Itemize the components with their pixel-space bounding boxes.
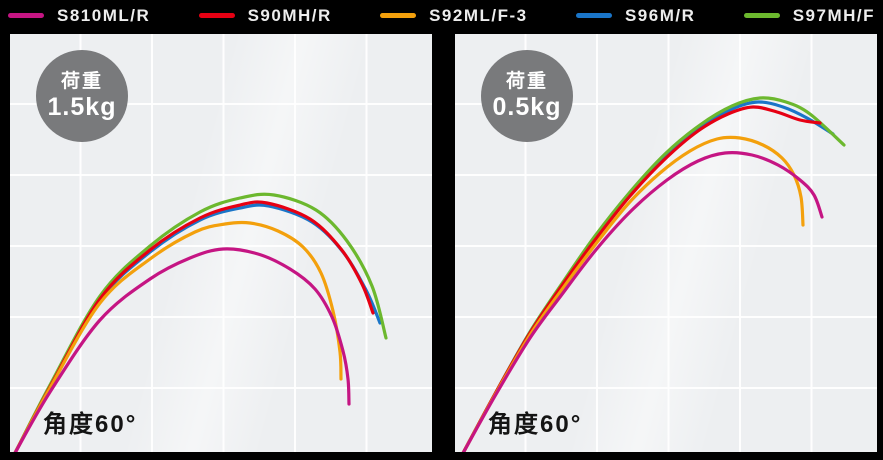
curve-s810ml-r <box>13 247 351 452</box>
legend-item-s97mh-f: S97MH/F <box>743 5 875 26</box>
legend-label: S810ML/R <box>57 5 151 25</box>
legend-label: S92ML/F-3 <box>429 5 528 25</box>
load-badge-value: 0.5kg <box>492 92 562 121</box>
load-badge: 荷重 1.5kg <box>36 50 128 142</box>
legend-item-s90mh-r: S90MH/R <box>198 5 332 26</box>
legend-item-s810ml-r: S810ML/R <box>8 6 150 26</box>
curve-s92ml-f-3 <box>461 135 805 452</box>
legend-label: S96M/R <box>624 5 696 25</box>
curve-s97mh-f <box>461 96 846 452</box>
load-badge-label: 荷重 <box>505 70 548 92</box>
curve-s92ml-f-3 <box>13 220 343 452</box>
bend-curves-0-5kg <box>461 96 846 452</box>
load-badge-value: 1.5kg <box>47 92 117 121</box>
angle-label: 角度60° <box>43 411 138 438</box>
legend-swatch <box>743 13 780 18</box>
legend-item-s96m-r: S96M/R <box>575 5 696 26</box>
curve-s810ml-r <box>461 151 824 452</box>
legend-bar: S810ML/R S90MH/R S92ML/F-3 S96M/R S97MH/F <box>0 0 883 31</box>
legend-swatch <box>380 13 417 18</box>
load-badge: 荷重 0.5kg <box>481 50 573 142</box>
legend-label: S97MH/F <box>792 5 875 25</box>
legend-swatch <box>198 13 235 18</box>
angle-label: 角度60° <box>488 411 583 438</box>
legend-swatch <box>575 13 612 18</box>
legend-label: S90MH/R <box>247 5 332 25</box>
bend-curves-1-5kg <box>13 192 388 452</box>
load-badge-label: 荷重 <box>60 70 103 92</box>
bend-chart-panel-0-5kg: 荷重 0.5kg 角度60° <box>455 34 877 452</box>
bend-chart-panel-1-5kg: 荷重 1.5kg 角度60° <box>10 34 432 452</box>
legend-swatch <box>8 13 44 18</box>
legend-item-s92ml-f-3: S92ML/F-3 <box>380 6 528 26</box>
